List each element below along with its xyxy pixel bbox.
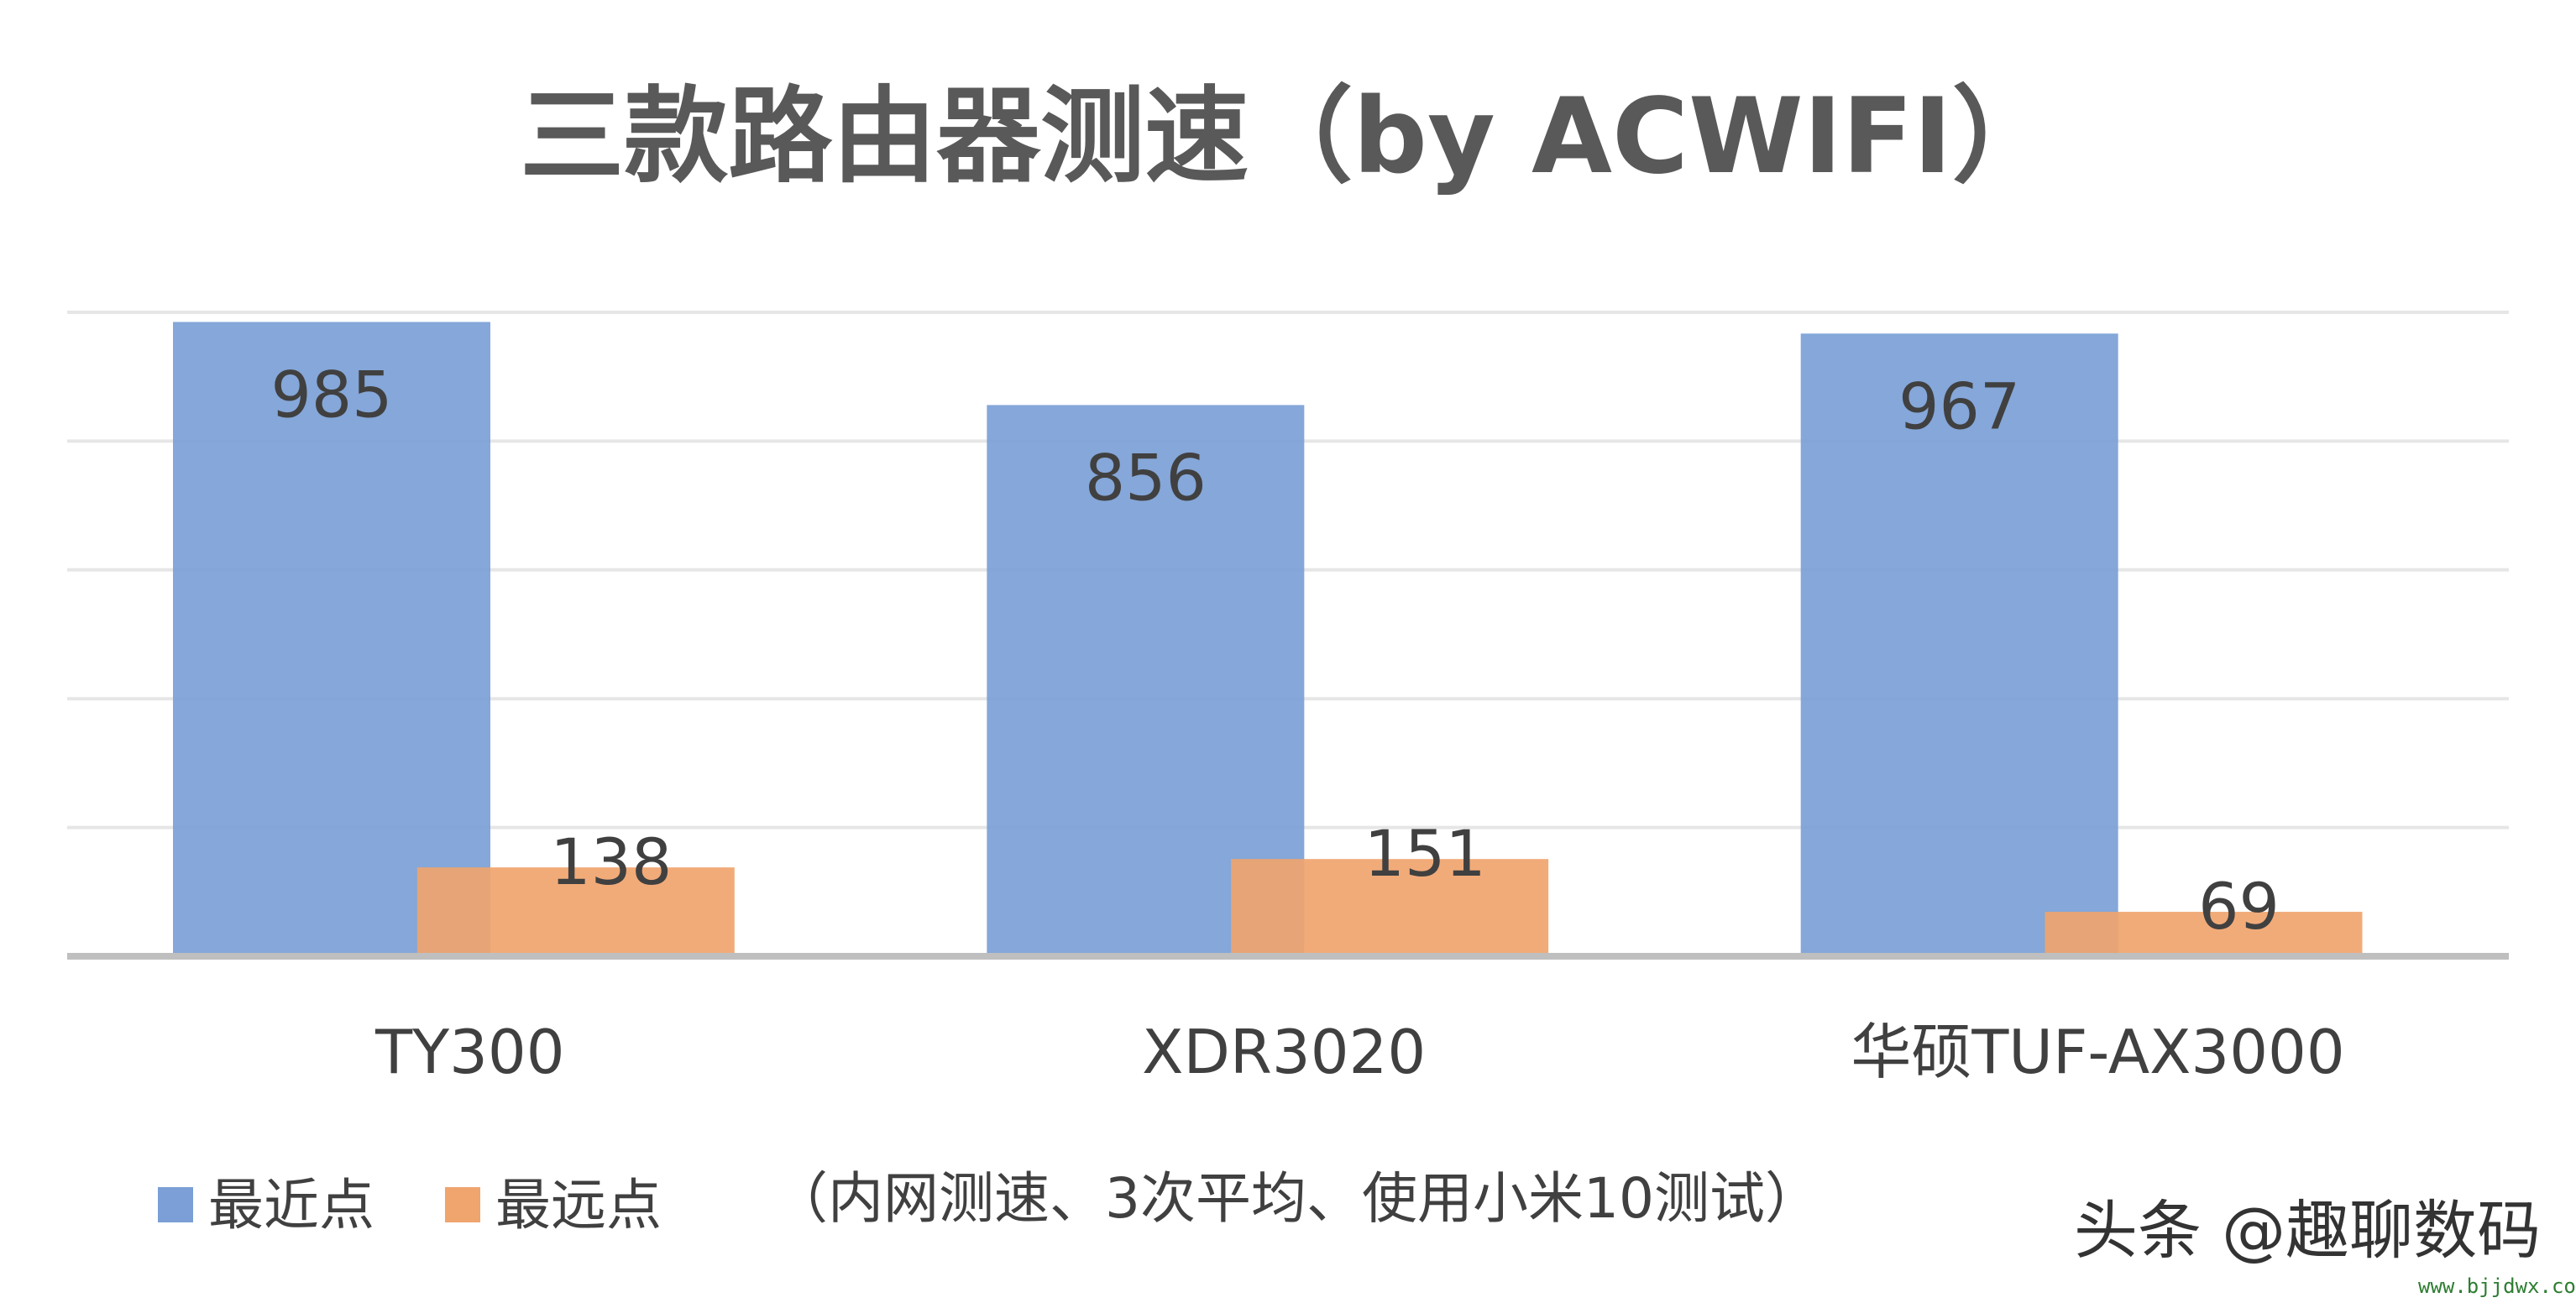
legend-swatch [158, 1187, 193, 1222]
bars [173, 322, 2363, 956]
watermark-site: www.bjjdwx.com [2418, 1274, 2576, 1298]
test-note: （内网测速、3次平均、使用小米10测试） [772, 1166, 1820, 1231]
watermark: 头条 @趣聊数码 www.bjjdwx.com [2074, 1193, 2576, 1298]
data-label: 151 [1364, 816, 1486, 891]
legend: 最近点 最远点 [158, 1173, 662, 1238]
bar-farthest [1231, 859, 1549, 956]
chart-title: 三款路由器测速（by ACWIFI） [520, 76, 2056, 197]
x-tick-label: 华硕TUF-AX3000 [1851, 1017, 2344, 1087]
watermark-text: 头条 @趣聊数码 [2074, 1193, 2541, 1268]
data-label: 967 [1898, 369, 2020, 443]
data-label: 69 [2198, 869, 2280, 944]
data-labels: 985 856 967 138 151 69 [270, 358, 2279, 945]
x-tick-label: TY300 [374, 1017, 564, 1087]
legend-label: 最近点 [208, 1173, 374, 1238]
legend-swatch [445, 1187, 480, 1222]
data-label: 856 [1085, 440, 1207, 515]
legend-label: 最远点 [495, 1173, 662, 1238]
data-label: 985 [270, 358, 392, 432]
bar-farthest [2045, 912, 2363, 956]
bar-nearest [1800, 333, 2118, 956]
data-label: 138 [550, 824, 672, 899]
bar-nearest [173, 322, 491, 956]
x-tick-labels: TY300 XDR3020 华硕TUF-AX3000 [374, 1017, 2345, 1087]
x-tick-label: XDR3020 [1142, 1017, 1426, 1087]
bar-farthest [416, 867, 735, 956]
